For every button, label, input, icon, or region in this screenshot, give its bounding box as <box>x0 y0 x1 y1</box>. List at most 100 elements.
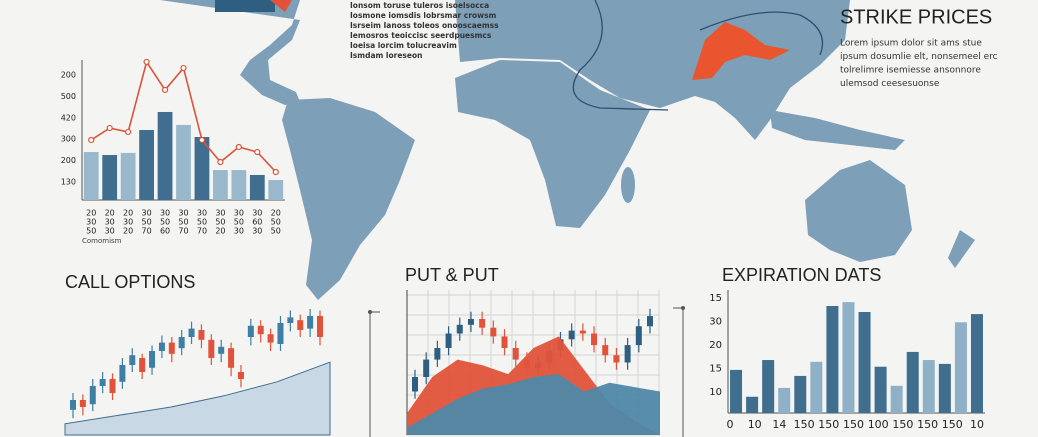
x-tick-label: 150 <box>818 418 839 431</box>
candle-body <box>139 358 146 372</box>
x-tick-label: 20 <box>215 227 225 236</box>
candle-body <box>228 348 235 368</box>
candle-body <box>237 372 244 379</box>
x-tick-label: 30 <box>197 209 207 218</box>
caption: Comomism <box>82 237 122 245</box>
line-point <box>106 124 113 132</box>
strike-text: tolrelimre isemiesse ansonnore <box>840 66 981 76</box>
candle-body <box>591 333 598 346</box>
world-map <box>160 0 975 300</box>
bar <box>906 351 919 413</box>
route-line <box>699 11 824 56</box>
x-tick-label: 100 <box>868 418 889 431</box>
new-zealand <box>948 230 975 268</box>
y-tick-label: 420 <box>61 113 76 122</box>
x-tick-label: 60 <box>252 218 262 227</box>
x-tick-label: 70 <box>197 227 207 236</box>
candle-body <box>307 316 314 329</box>
candle-body <box>178 337 185 349</box>
bar <box>922 360 935 413</box>
area <box>64 361 331 436</box>
bar <box>826 306 839 413</box>
x-tick-label: 50 <box>197 218 207 227</box>
x-tick-label: 30 <box>86 218 96 227</box>
x-tick-label: 30 <box>252 209 262 218</box>
y-tick-label: 200 <box>61 71 76 80</box>
chart-title: EXPIRATION DATS <box>722 265 881 285</box>
candle-body <box>89 386 96 405</box>
candle-body <box>129 355 136 365</box>
candle-body <box>479 319 486 328</box>
candle-body <box>434 348 441 360</box>
x-tick-label: 70 <box>178 227 188 236</box>
x-tick-label: 14 <box>772 418 786 431</box>
bar <box>746 396 759 413</box>
x-tick-label: 10 <box>748 418 762 431</box>
line-point <box>235 143 242 151</box>
y-tick-label: 10 <box>709 387 722 398</box>
line-point <box>161 86 169 94</box>
bar <box>778 387 791 413</box>
map-text: Ismdam loreseon <box>350 51 422 60</box>
candle-body <box>512 348 519 360</box>
line-point <box>180 64 187 72</box>
candle-body <box>267 334 274 343</box>
bar <box>120 152 136 200</box>
bar <box>249 174 265 200</box>
candle-body <box>423 359 430 377</box>
bar <box>176 124 191 200</box>
x-tick-label: 30 <box>252 227 262 236</box>
candle-body <box>149 351 156 368</box>
candle-body <box>99 379 106 386</box>
candle-body <box>257 325 264 335</box>
bar <box>139 130 154 200</box>
y-tick-label: 30 <box>709 317 722 328</box>
x-tick-label: 50 <box>215 218 225 227</box>
line-point <box>254 148 261 156</box>
x-tick-label: 50 <box>86 227 96 236</box>
bar <box>730 369 743 413</box>
strike-text: Lorem ipsum dolor sit ams stue <box>840 39 982 49</box>
map-inset <box>215 0 275 12</box>
candle-body <box>317 316 323 337</box>
bar <box>794 375 807 413</box>
x-tick-label: 20 <box>123 209 133 218</box>
bar <box>762 360 775 413</box>
australia <box>805 160 912 262</box>
hotspot <box>692 22 790 80</box>
strike-text: ulemsod ceesesuonse <box>840 79 940 89</box>
candle-body <box>277 323 284 344</box>
candle-body <box>568 330 575 340</box>
strike-title: STRIKE PRICES <box>840 6 992 28</box>
line-point <box>217 158 224 166</box>
bar <box>268 180 284 200</box>
bar <box>954 322 967 413</box>
bar <box>102 155 118 200</box>
y-tick-label: 500 <box>61 92 76 101</box>
line-point <box>198 136 206 144</box>
y-tick-label: 15 <box>709 293 722 304</box>
candle-body <box>168 342 175 354</box>
candle-body <box>647 316 653 327</box>
x-tick-label: 30 <box>215 209 225 218</box>
candle-body <box>467 319 474 325</box>
x-tick-label: 50 <box>141 218 151 227</box>
candle-body <box>79 400 86 407</box>
line-point <box>125 128 132 136</box>
candle-body <box>287 317 294 323</box>
bar <box>810 361 823 413</box>
candle-body <box>613 355 620 363</box>
chart-title: PUT & PUT <box>405 265 499 285</box>
x-tick-label: 50 <box>160 218 170 227</box>
x-tick-label: 30 <box>234 227 244 236</box>
x-tick-label: 150 <box>892 418 913 431</box>
candle-body <box>198 330 205 340</box>
y-tick-label: 200 <box>61 156 76 165</box>
candle-body <box>247 325 254 337</box>
candle-body <box>297 320 304 330</box>
map-text: Ioeisa lorcim tolucreavim <box>350 41 457 50</box>
x-tick-label: 20 <box>105 209 115 218</box>
x-tick-label: 30 <box>141 209 151 218</box>
